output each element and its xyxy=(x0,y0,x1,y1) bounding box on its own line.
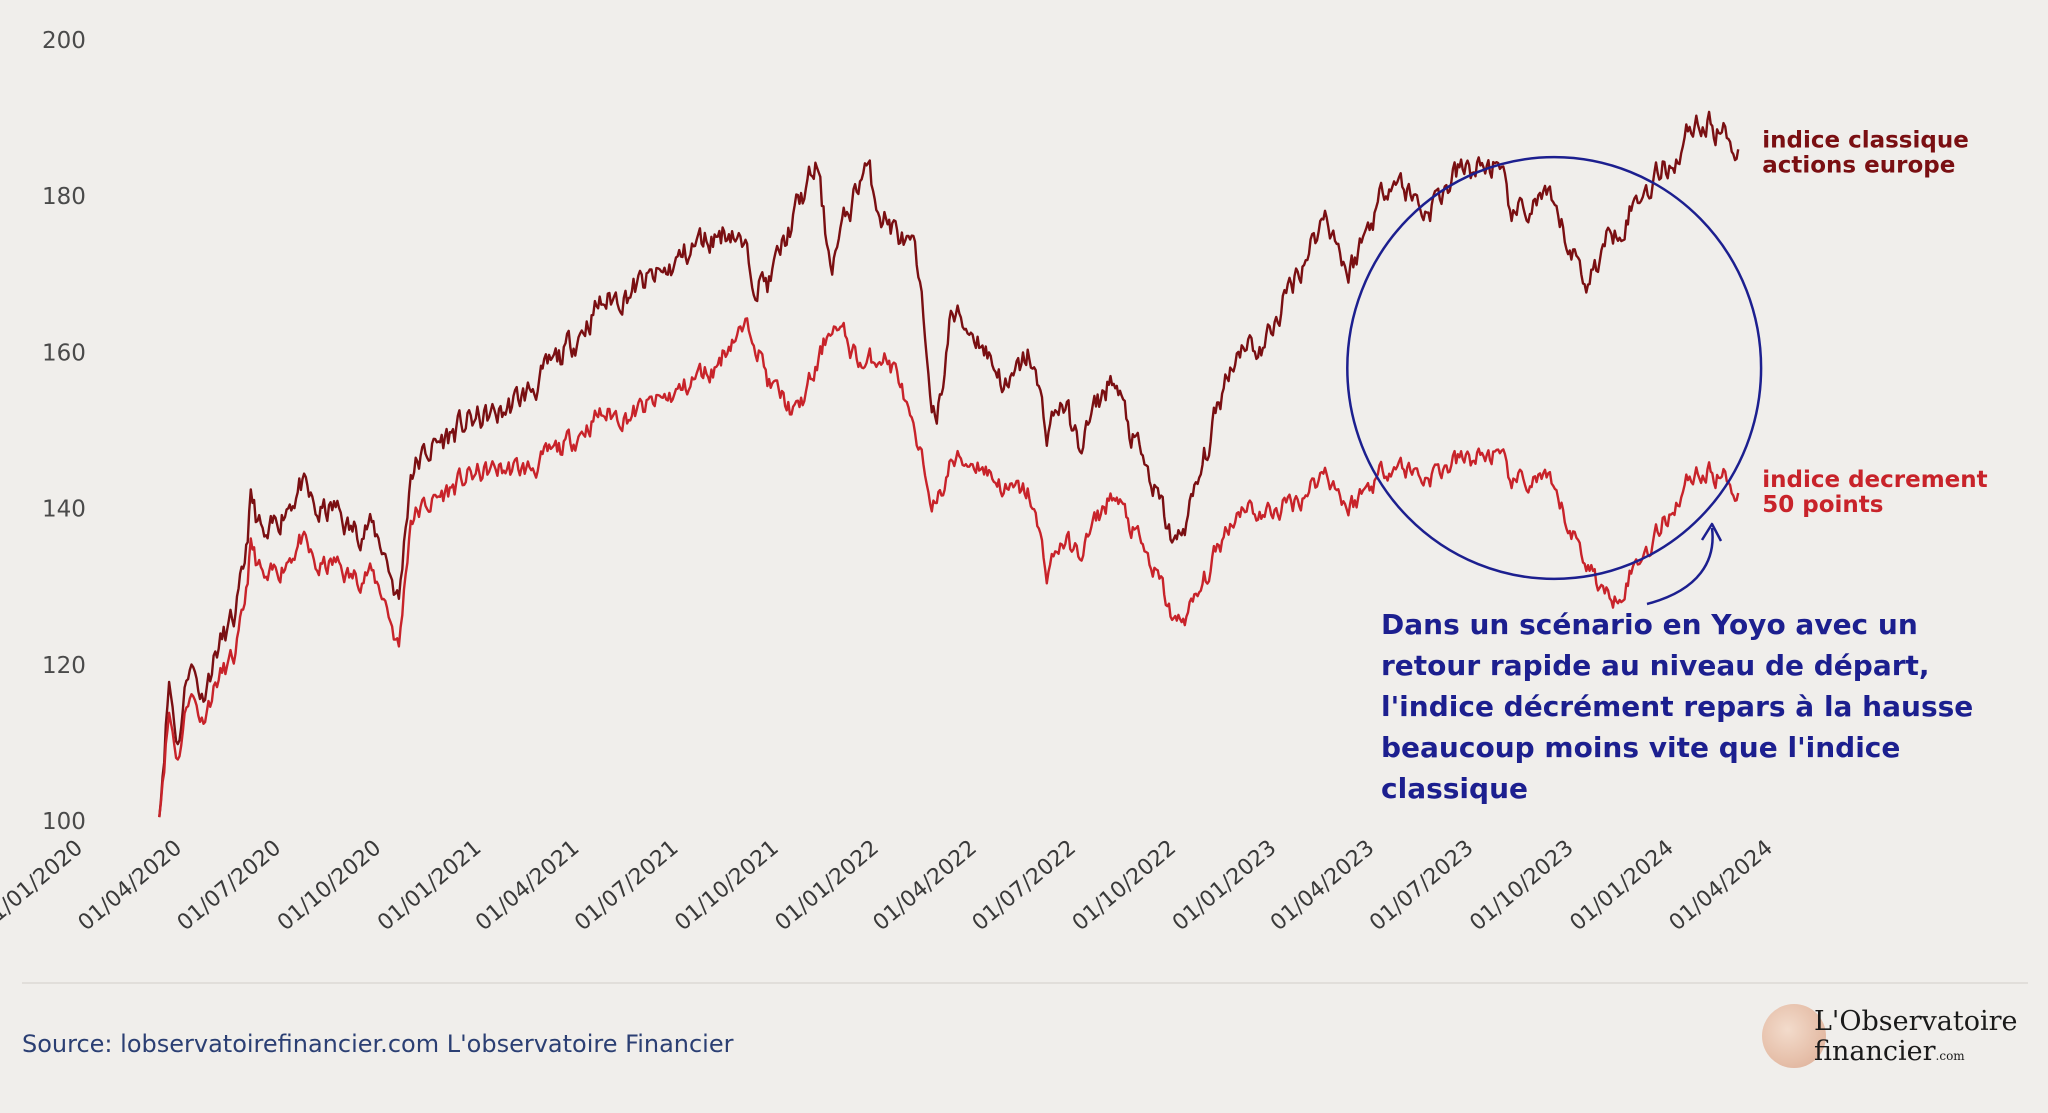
logo-line2: financier.com xyxy=(1814,1036,1965,1067)
x-tick-label: 01/04/2022 xyxy=(869,835,982,936)
x-tick-label: 01/07/2022 xyxy=(968,835,1081,936)
y-tick-label: 200 xyxy=(42,28,86,54)
annotation: Dans un scénario en Yoyo avec un retour r… xyxy=(1346,155,1973,805)
observatoire-logo: L'Observatoire financier.com xyxy=(1762,1000,2018,1080)
annotation-text-line: Dans un scénario en Yoyo avec un xyxy=(1381,608,1918,641)
series-label-1: indice classique xyxy=(1762,127,1969,153)
series-label-2: indice decrement xyxy=(1762,467,1987,493)
y-tick-label: 120 xyxy=(42,653,86,679)
x-tick-label: 01/07/2023 xyxy=(1365,835,1478,936)
annotation-text-line: retour rapide au niveau de départ, xyxy=(1381,649,1930,682)
annotation-text-line: l'indice décrément repars à la hausse xyxy=(1381,690,1973,723)
series-label-2: 50 points xyxy=(1762,492,1883,518)
series-label-1: actions europe xyxy=(1762,152,1955,178)
x-tick-label: 01/04/2023 xyxy=(1266,835,1379,936)
series-line-1 xyxy=(158,110,1740,818)
series-layer xyxy=(158,110,1740,818)
x-tick-label: 01/01/2023 xyxy=(1168,835,1281,936)
annotation-text-line: classique xyxy=(1381,772,1528,805)
x-axis: 01/01/202001/04/202001/07/202001/10/2020… xyxy=(0,835,1778,936)
y-tick-label: 160 xyxy=(42,340,86,366)
series-line-2 xyxy=(158,317,1740,818)
x-tick-label: 01/07/2021 xyxy=(570,835,683,936)
logo-mark-icon xyxy=(1762,1004,1826,1068)
logo-sub: .com xyxy=(1935,1049,1965,1063)
x-tick-label: 01/01/2021 xyxy=(373,835,486,936)
x-tick-label: 01/04/2020 xyxy=(74,835,187,936)
y-tick-label: 180 xyxy=(42,184,86,210)
x-tick-label: 01/10/2023 xyxy=(1465,835,1578,936)
highlight-circle xyxy=(1346,155,1763,581)
annotation-text-line: beaucoup moins vite que l'indice xyxy=(1381,731,1900,764)
y-tick-label: 100 xyxy=(42,809,86,835)
logo-line2-text: financier xyxy=(1814,1036,1936,1067)
logo-line1: L'Observatoire xyxy=(1814,1006,2018,1037)
y-axis: 100 120 140 160 180 200 xyxy=(42,28,86,835)
x-tick-label: 01/10/2022 xyxy=(1068,835,1181,936)
x-tick-label: 01/04/2024 xyxy=(1665,835,1778,936)
annotation-arrowhead-icon xyxy=(1700,522,1723,542)
annotation-arrow xyxy=(1646,527,1714,606)
source-text: Source: lobservatoirefinancier.com L'obs… xyxy=(22,1030,734,1058)
x-tick-label: 01/10/2020 xyxy=(273,835,386,936)
x-tick-label: 01/10/2021 xyxy=(670,835,783,936)
x-tick-label: 01/01/2022 xyxy=(771,835,884,936)
y-tick-label: 140 xyxy=(42,497,86,523)
x-tick-label: 01/04/2021 xyxy=(471,835,584,936)
x-tick-label: 01/01/2020 xyxy=(0,835,88,936)
x-tick-label: 01/01/2024 xyxy=(1566,835,1679,936)
x-tick-label: 01/07/2020 xyxy=(173,835,286,936)
